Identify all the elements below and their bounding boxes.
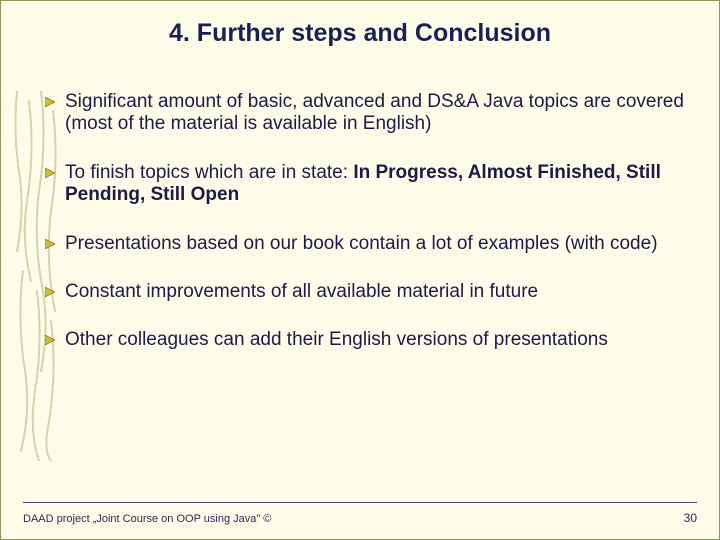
bullet-item: Significant amount of basic, advanced an… — [45, 91, 691, 136]
bullet-text-pre: Other colleagues can add their English v… — [65, 329, 608, 350]
bullet-marker-icon — [45, 168, 55, 178]
page-number: 30 — [684, 511, 697, 525]
bullet-item: Other colleagues can add their English v… — [45, 329, 691, 351]
bullet-item: Constant improvements of all available m… — [45, 281, 691, 303]
bullet-text: Presentations based on our book contain … — [65, 233, 691, 255]
bullet-text-pre: Significant amount of basic, advanced an… — [65, 91, 684, 134]
bullet-list: Significant amount of basic, advanced an… — [45, 91, 691, 378]
bullet-item: Presentations based on our book contain … — [45, 233, 691, 255]
bullet-text: Constant improvements of all available m… — [65, 281, 691, 303]
bullet-text: To finish topics which are in state: In … — [65, 162, 691, 207]
bullet-text: Other colleagues can add their English v… — [65, 329, 691, 351]
bullet-text: Significant amount of basic, advanced an… — [65, 91, 691, 136]
slide: 4. Further steps and Conclusion Signific… — [0, 0, 720, 540]
bullet-text-pre: Constant improvements of all available m… — [65, 281, 538, 302]
footer-divider — [23, 502, 697, 503]
bullet-marker-icon — [45, 239, 55, 249]
slide-title: 4. Further steps and Conclusion — [1, 19, 719, 48]
bullet-marker-icon — [45, 287, 55, 297]
bullet-marker-icon — [45, 97, 55, 107]
bullet-item: To finish topics which are in state: In … — [45, 162, 691, 207]
bullet-marker-icon — [45, 335, 55, 345]
bullet-text-pre: To finish topics which are in state: — [65, 162, 353, 183]
footer-text: DAAD project „Joint Course on OOP using … — [23, 513, 271, 525]
bullet-text-pre: Presentations based on our book contain … — [65, 233, 658, 254]
